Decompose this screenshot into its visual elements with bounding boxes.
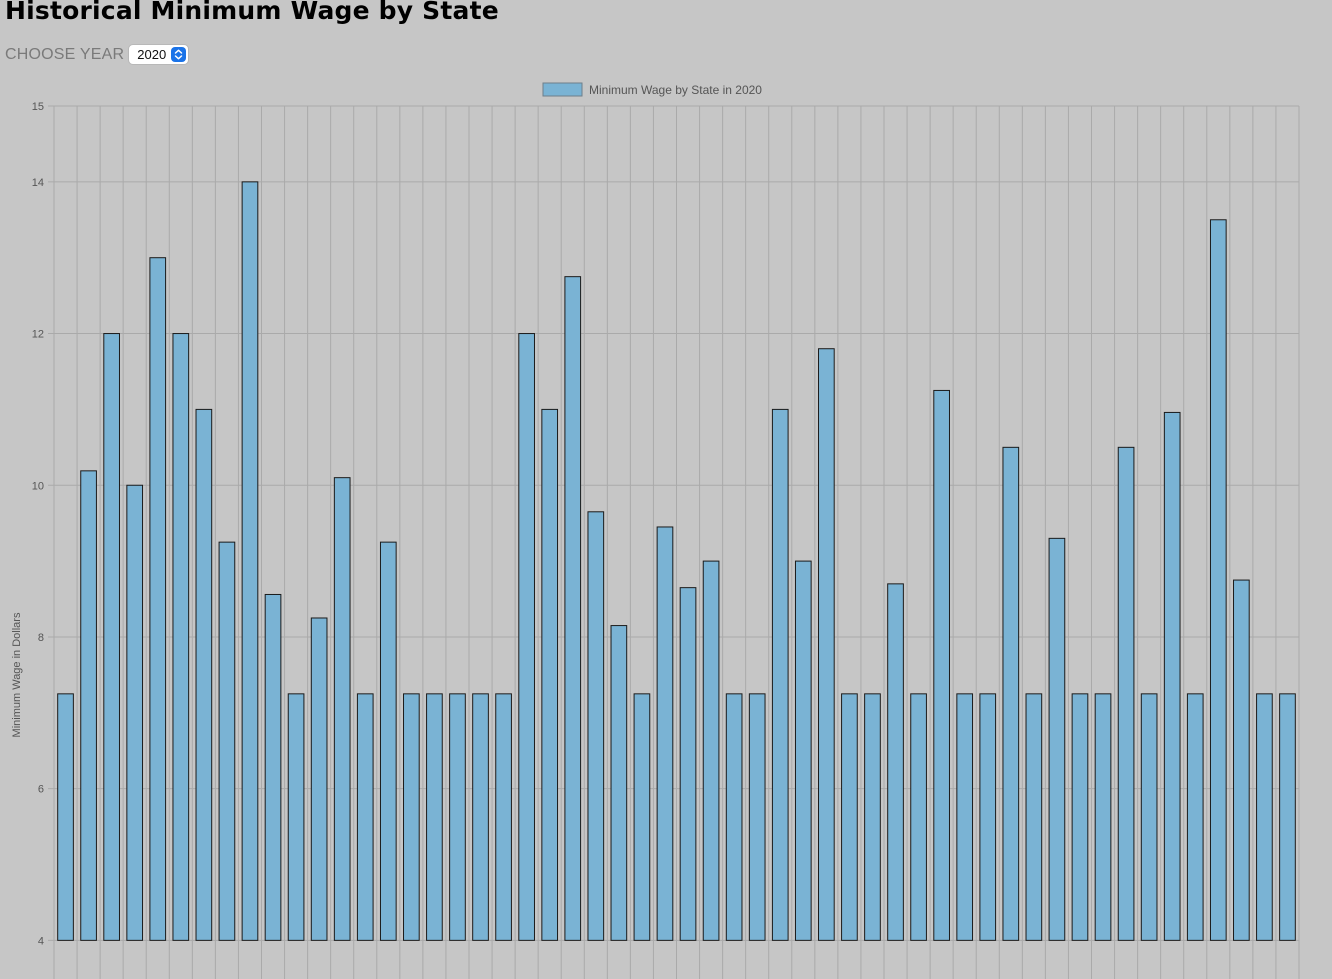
bar[interactable] <box>564 276 582 941</box>
bar[interactable] <box>633 693 651 941</box>
bar[interactable] <box>126 484 144 941</box>
bar[interactable] <box>1002 446 1020 941</box>
bar[interactable] <box>818 348 835 941</box>
bar[interactable] <box>794 560 812 941</box>
bar[interactable] <box>195 408 213 941</box>
bar[interactable] <box>1094 693 1112 941</box>
bar[interactable] <box>771 408 789 941</box>
legend-swatch <box>542 82 583 97</box>
chart-legend: Minimum Wage by State in 2020 <box>542 82 762 97</box>
bar[interactable] <box>1279 693 1296 941</box>
bar[interactable] <box>103 333 120 941</box>
bar[interactable] <box>1163 411 1181 941</box>
page-title: Historical Minimum Wage by State <box>5 0 499 25</box>
y-tick-label: 10 <box>32 480 44 492</box>
y-tick-label: 4 <box>38 935 44 947</box>
chart-bars <box>57 181 1296 941</box>
bar[interactable] <box>518 333 535 941</box>
y-tick-label: 8 <box>38 632 44 644</box>
y-tick-label: 12 <box>32 329 44 341</box>
bar[interactable] <box>587 511 605 941</box>
bar[interactable] <box>426 693 443 941</box>
bar[interactable] <box>1025 693 1043 941</box>
bar[interactable] <box>956 693 974 941</box>
bar[interactable] <box>702 560 720 941</box>
bar[interactable] <box>287 693 305 941</box>
bar[interactable] <box>656 526 674 941</box>
bar[interactable] <box>725 693 743 941</box>
bar[interactable] <box>841 693 858 941</box>
year-select[interactable]: 2020 <box>128 44 190 65</box>
bar[interactable] <box>1209 219 1227 941</box>
bar[interactable] <box>979 693 997 941</box>
bar[interactable] <box>449 693 466 941</box>
select-arrows-icon <box>171 47 187 62</box>
bar[interactable] <box>1140 693 1158 941</box>
bar[interactable] <box>1071 693 1089 941</box>
bar[interactable] <box>864 693 881 941</box>
bar[interactable] <box>910 693 927 941</box>
bar[interactable] <box>218 541 236 941</box>
bar[interactable] <box>80 470 97 941</box>
bar[interactable] <box>1256 693 1273 941</box>
year-select-value: 2020 <box>137 47 167 62</box>
year-label: CHOOSE YEAR <box>5 45 125 63</box>
bar[interactable] <box>541 408 559 941</box>
bar[interactable] <box>264 593 282 941</box>
bar[interactable] <box>610 625 628 941</box>
y-tick-label: 6 <box>38 784 44 796</box>
bar[interactable] <box>172 333 190 941</box>
legend-label: Minimum Wage by State in 2020 <box>589 83 762 97</box>
bar[interactable] <box>379 541 397 941</box>
bar[interactable] <box>310 617 328 941</box>
bar[interactable] <box>887 583 904 941</box>
bar[interactable] <box>356 693 374 941</box>
bar[interactable] <box>495 693 512 941</box>
year-selector-row: CHOOSE YEAR 2020 <box>5 44 190 65</box>
bar[interactable] <box>1186 693 1204 941</box>
y-tick-label: 15 <box>32 101 44 113</box>
y-axis: 4 6 8 10 12 14 15 <box>32 101 44 947</box>
bar[interactable] <box>1117 446 1135 941</box>
y-axis-title: Minimum Wage in Dollars <box>11 612 23 737</box>
bar[interactable] <box>403 693 420 941</box>
bar[interactable] <box>1048 537 1066 941</box>
bar[interactable] <box>933 389 950 941</box>
bar[interactable] <box>57 693 74 941</box>
bar[interactable] <box>333 477 351 941</box>
chart-grid <box>48 105 1300 979</box>
bar[interactable] <box>241 181 259 941</box>
y-tick-label: 14 <box>32 177 44 189</box>
bar[interactable] <box>149 257 167 941</box>
bar[interactable] <box>472 693 489 941</box>
bar[interactable] <box>748 693 766 941</box>
bar[interactable] <box>1233 579 1250 941</box>
bar[interactable] <box>679 587 697 941</box>
